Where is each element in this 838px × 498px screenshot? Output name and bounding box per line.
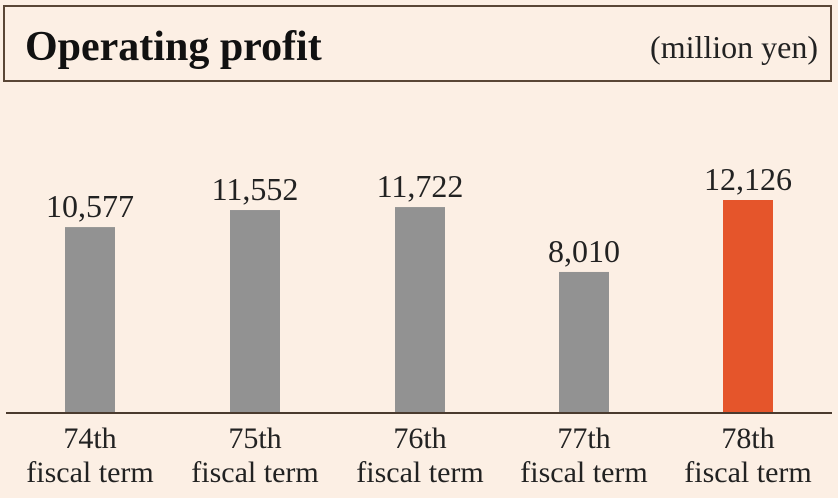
category-label-4-line-0: 78th bbox=[721, 422, 774, 455]
category-label-3-line-1: fiscal term bbox=[520, 456, 647, 489]
category-label-0-line-1: fiscal term bbox=[26, 456, 153, 489]
bar-4 bbox=[723, 200, 773, 412]
unit-label: (million yen) bbox=[650, 29, 818, 65]
category-label-3-line-0: 77th bbox=[557, 422, 610, 455]
value-labels-group: 10,577 11,552 11,722 8,010 12,126 bbox=[46, 161, 792, 269]
bar-0 bbox=[65, 227, 115, 412]
bar-2 bbox=[395, 207, 445, 412]
bar-3 bbox=[559, 271, 609, 412]
category-label-2-line-1: fiscal term bbox=[356, 456, 483, 489]
category-label-1-line-0: 75th bbox=[228, 422, 281, 455]
category-label-4-line-1: fiscal term bbox=[684, 456, 811, 489]
bar-1 bbox=[230, 210, 280, 412]
category-label-2-line-0: 76th bbox=[393, 422, 446, 455]
category-label-0-line-0: 74th bbox=[63, 422, 116, 455]
category-label-1-line-1: fiscal term bbox=[191, 456, 318, 489]
value-label-1: 11,552 bbox=[212, 171, 299, 207]
value-label-0: 10,577 bbox=[46, 188, 134, 224]
bars-group bbox=[65, 200, 773, 412]
chart-header: Operating profit (million yen) bbox=[3, 5, 832, 82]
value-label-3: 8,010 bbox=[548, 233, 620, 269]
value-label-2: 11,722 bbox=[377, 168, 464, 204]
chart-title: Operating profit bbox=[25, 24, 322, 70]
value-label-4: 12,126 bbox=[704, 161, 792, 197]
